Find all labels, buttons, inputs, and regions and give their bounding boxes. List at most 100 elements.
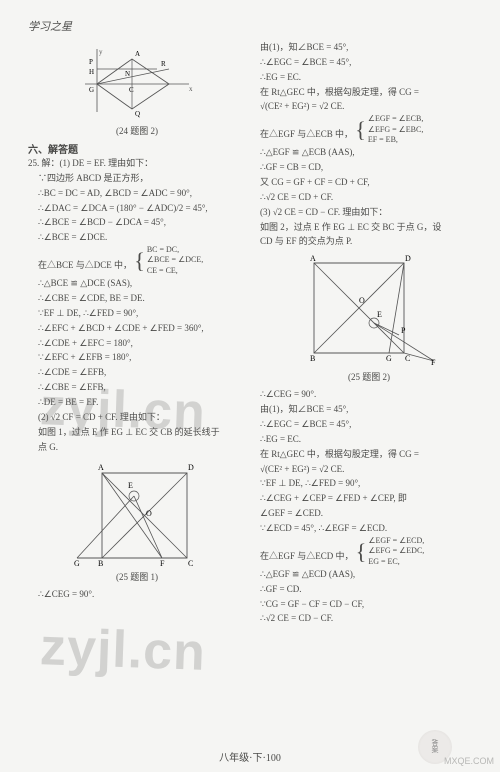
- r19: √(CE² + EG²) = √2 CE.: [260, 462, 478, 477]
- svg-text:C: C: [405, 354, 410, 363]
- svg-text:R: R: [161, 60, 166, 68]
- figure-25-2-caption: (25 题图 2): [260, 370, 478, 383]
- l6a: BC = DC,: [147, 245, 203, 255]
- r6c: EF = EB,: [368, 135, 424, 145]
- l6-text: 在△BCE 与△DCE 中，: [38, 260, 132, 270]
- right-column: 由(1)，知∠BCE = 45°, ∴∠EGC = ∠BCE = 45°, ∴E…: [260, 40, 478, 626]
- r15: 由(1)，知∠BCE = 45°,: [260, 402, 478, 417]
- q25-open: 25. 解：(1) DE = EF. 理由如下：: [28, 156, 246, 171]
- r17: ∴EG = EC.: [260, 432, 478, 447]
- l6-intro: 在△BCE 与△DCE 中， { BC = DC, ∠BCE = ∠DCE, C…: [28, 245, 246, 276]
- svg-text:G: G: [89, 86, 94, 94]
- svg-text:F: F: [431, 358, 436, 367]
- l1: ∵四边形 ABCD 是正方形，: [28, 171, 246, 186]
- r24a: ∠EGF = ∠ECD,: [368, 536, 424, 546]
- svg-text:y: y: [99, 48, 103, 56]
- r21: ∴∠CEG + ∠CEP = ∠FED + ∠CEP, 即: [260, 491, 478, 506]
- brace-2: { ∠EGF = ∠ECB, ∠EFG = ∠EBC, EF = EB,: [355, 114, 423, 145]
- l16: (2) √2 CF = CD + CF. 理由如下：: [28, 410, 246, 425]
- svg-text:O: O: [359, 296, 365, 305]
- svg-text:C: C: [129, 86, 134, 94]
- left-column: y x P H A N R G Q C (24 题图 2) 六、解答题 25. …: [28, 40, 246, 626]
- figure-25-1: A D B C G F E O: [72, 458, 202, 568]
- l6b: ∠BCE = ∠DCE,: [147, 255, 203, 265]
- svg-text:B: B: [98, 559, 103, 568]
- r13: CD 与 EF 的交点为点 P.: [260, 234, 478, 249]
- r6b: ∠EFG = ∠EBC,: [368, 125, 424, 135]
- l15: ∴DE = BE = EF.: [28, 395, 246, 410]
- l4: ∴∠BCE = ∠BCD − ∠DCA = 45°,: [28, 215, 246, 230]
- svg-text:A: A: [135, 50, 140, 58]
- svg-text:E: E: [128, 481, 133, 490]
- l13: ∴∠CDE = ∠EFB,: [28, 365, 246, 380]
- r4: 在 Rt△GEC 中，根据勾股定理，得 CG =: [260, 85, 478, 100]
- svg-text:D: D: [405, 254, 411, 263]
- r20: ∵EF ⊥ DE, ∴∠FED = 90°,: [260, 476, 478, 491]
- r6-intro: 在△EGF 与△ECB 中， { ∠EGF = ∠ECB, ∠EFG = ∠EB…: [260, 114, 478, 145]
- svg-text:G: G: [74, 559, 80, 568]
- r12: 如图 2，过点 E 作 EG ⊥ EC 交 BC 于点 G，设: [260, 220, 478, 235]
- l6c: CE = CE,: [147, 266, 203, 276]
- two-column-layout: y x P H A N R G Q C (24 题图 2) 六、解答题 25. …: [28, 40, 478, 626]
- r1: 由(1)，知∠BCE = 45°,: [260, 40, 478, 55]
- l7: ∴△BCE ≌ △DCE (SAS),: [28, 276, 246, 291]
- l11: ∴∠CDE + ∠EFC = 180°,: [28, 336, 246, 351]
- svg-text:E: E: [377, 310, 382, 319]
- l10: ∴∠EFC + ∠BCD + ∠CDE + ∠FED = 360°,: [28, 321, 246, 336]
- svg-text:P: P: [401, 326, 406, 335]
- r26: ∴GF = CD.: [260, 582, 478, 597]
- l2: ∴BC = DC = AD, ∠BCD = ∠ADC = 90°,: [28, 186, 246, 201]
- r23: ∵∠ECD = 45°, ∴∠EGF = ∠ECD.: [260, 521, 478, 536]
- r10: ∴√2 CE = CD + CF.: [260, 190, 478, 205]
- r8: ∴GF = CB = CD,: [260, 160, 478, 175]
- r24-text: 在△EGF 与△ECD 中，: [260, 551, 354, 561]
- svg-text:D: D: [188, 463, 194, 472]
- r28: ∴√2 CE = CD − CF.: [260, 611, 478, 626]
- l14: ∴∠CBE = ∠EFB,: [28, 380, 246, 395]
- r2: ∴∠EGC = ∠BCE = 45°,: [260, 55, 478, 70]
- brace-1: { BC = DC, ∠BCE = ∠DCE, CE = CE,: [134, 245, 203, 276]
- svg-text:A: A: [98, 463, 104, 472]
- svg-text:G: G: [386, 354, 392, 363]
- l8: ∴∠CBE = ∠CDE, BE = DE.: [28, 291, 246, 306]
- r18: 在 Rt△GEC 中，根据勾股定理，得 CG =: [260, 447, 478, 462]
- r24-intro: 在△EGF 与△ECD 中， { ∠EGF = ∠ECD, ∠EFG = ∠ED…: [260, 536, 478, 567]
- figure-25-1-caption: (25 题图 1): [28, 570, 246, 583]
- l17: 如图 1，过点 E 作 EG ⊥ EC 交 CB 的延长线于: [28, 425, 246, 440]
- figure-25-2: A D B C G F O E P: [299, 253, 439, 368]
- figure-24-caption: (24 题图 2): [28, 124, 246, 137]
- svg-text:P: P: [89, 58, 93, 66]
- r24c: EG = EC,: [368, 557, 424, 567]
- r27: ∵CG = GF − CF = CD − CF,: [260, 597, 478, 612]
- l12: ∵∠EFC + ∠EFB = 180°,: [28, 350, 246, 365]
- svg-text:B: B: [310, 354, 315, 363]
- svg-text:N: N: [125, 70, 130, 78]
- svg-text:Q: Q: [135, 110, 140, 118]
- r7: ∴△EGF ≌ △ECB (AAS),: [260, 145, 478, 160]
- svg-text:C: C: [188, 559, 193, 568]
- l3: ∴∠DAC = ∠DCA = (180° − ∠ADC)/2 = 45°,: [28, 201, 246, 216]
- brace-3: { ∠EGF = ∠ECD, ∠EFG = ∠EDC, EG = EC,: [356, 536, 425, 567]
- svg-text:x: x: [189, 85, 193, 93]
- watermark-2: zyjl.cn: [39, 617, 207, 683]
- r16: ∴∠EGC = ∠BCE = 45°,: [260, 417, 478, 432]
- svg-text:O: O: [146, 509, 152, 518]
- r3: ∴EG = EC.: [260, 70, 478, 85]
- l5: ∴∠BCE = ∠DCE.: [28, 230, 246, 245]
- r6a: ∠EGF = ∠ECB,: [368, 114, 424, 124]
- r14: ∴∠CEG = 90°.: [260, 387, 478, 402]
- corner-mark: MXQE.COM: [444, 756, 494, 766]
- r24b: ∠EFG = ∠EDC,: [368, 546, 424, 556]
- r6-text: 在△EGF 与△ECB 中，: [260, 129, 353, 139]
- l9: ∵EF ⊥ DE, ∴∠FED = 90°,: [28, 306, 246, 321]
- r25: ∴△EGF ≌ △ECD (AAS),: [260, 567, 478, 582]
- r5: √(CE² + EG²) = √2 CE.: [260, 99, 478, 114]
- r9: 又 CG = GF + CF = CD + CF,: [260, 175, 478, 190]
- figure-24-2: y x P H A N R G Q C: [77, 44, 197, 122]
- l19: ∴∠CEG = 90°.: [28, 587, 246, 602]
- book-title: 学习之星: [28, 18, 478, 34]
- r22: ∠GEF = ∠CED.: [260, 506, 478, 521]
- page-root: 学习之星 y x P H A N R G: [0, 0, 500, 772]
- svg-text:A: A: [310, 254, 316, 263]
- l18: 点 G.: [28, 440, 246, 455]
